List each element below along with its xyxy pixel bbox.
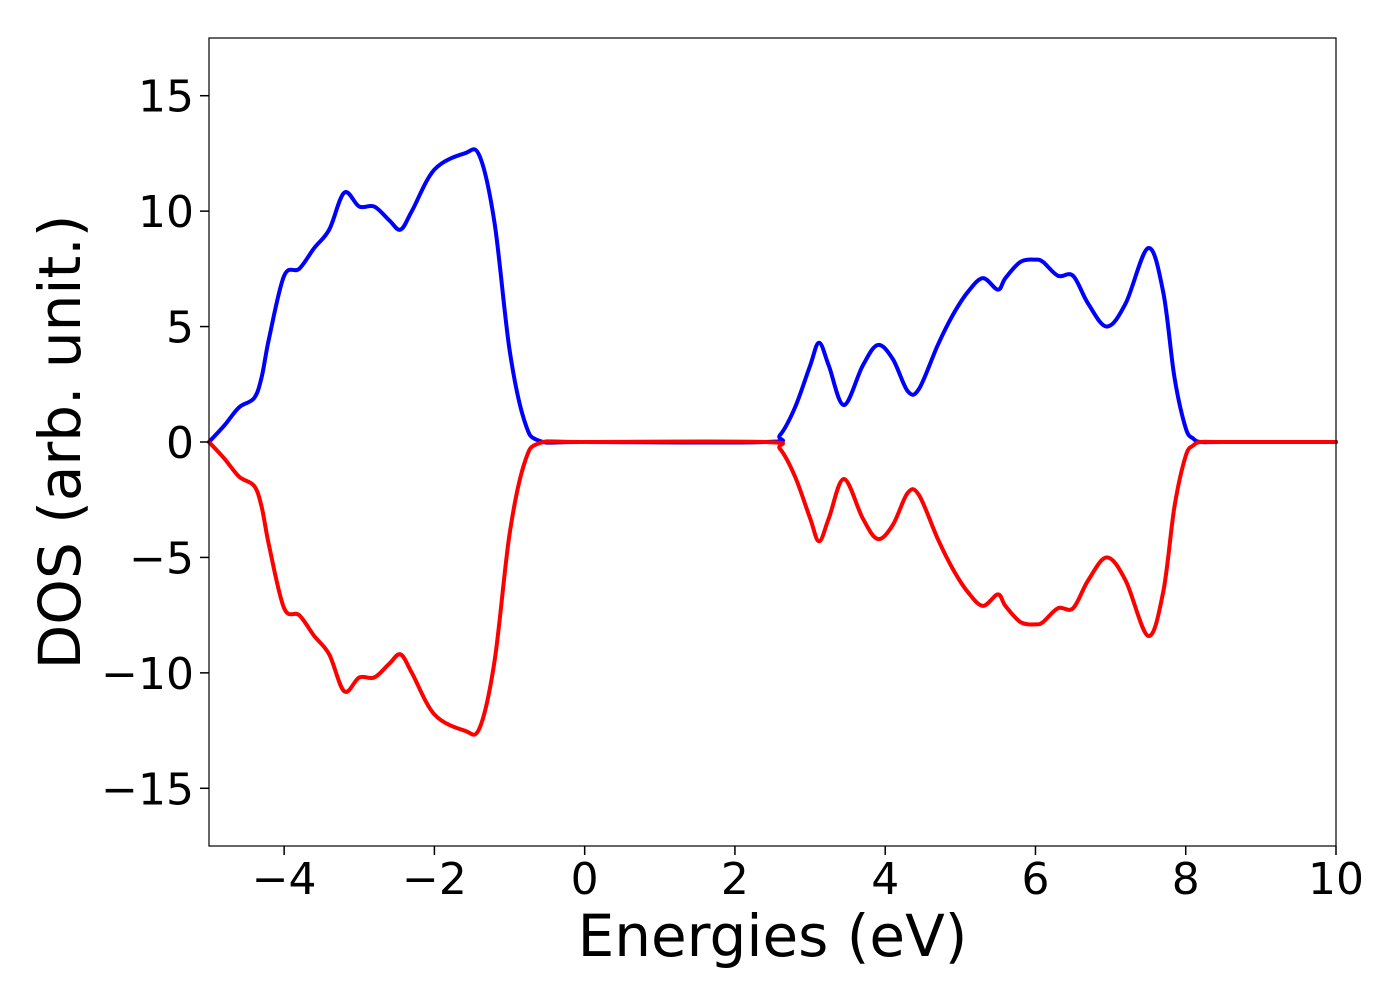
series-1-line bbox=[207, 439, 1338, 737]
x-tick-label: −2 bbox=[402, 854, 467, 905]
x-tick-label: 2 bbox=[721, 854, 749, 905]
y-tick-label: 5 bbox=[166, 303, 194, 354]
y-tick-label: 10 bbox=[138, 187, 194, 238]
x-tick-label: 0 bbox=[571, 854, 599, 905]
y-tick-label: −5 bbox=[129, 533, 194, 584]
x-axis-label: Energies (eV) bbox=[578, 902, 968, 970]
y-axis-label: DOS (arb. unit.) bbox=[26, 215, 94, 670]
y-tick-label: 0 bbox=[166, 418, 194, 469]
x-tick-label: 4 bbox=[871, 854, 899, 905]
series-0-line bbox=[207, 147, 1338, 445]
y-tick-label: 15 bbox=[138, 72, 194, 123]
series-layer bbox=[207, 147, 1338, 737]
plot-frame bbox=[208, 37, 1337, 847]
x-tick-label: 8 bbox=[1172, 854, 1200, 905]
tick-layer: −4 −2 0 2 4 6 8 10 15 10 5 0 −5 −10 −15 bbox=[101, 72, 1364, 905]
x-tick-label: −4 bbox=[252, 854, 317, 905]
y-tick-label: −15 bbox=[101, 764, 194, 815]
x-tick-label: 6 bbox=[1021, 854, 1049, 905]
x-tick-label: 10 bbox=[1308, 854, 1364, 905]
y-tick-label: −10 bbox=[101, 649, 194, 700]
